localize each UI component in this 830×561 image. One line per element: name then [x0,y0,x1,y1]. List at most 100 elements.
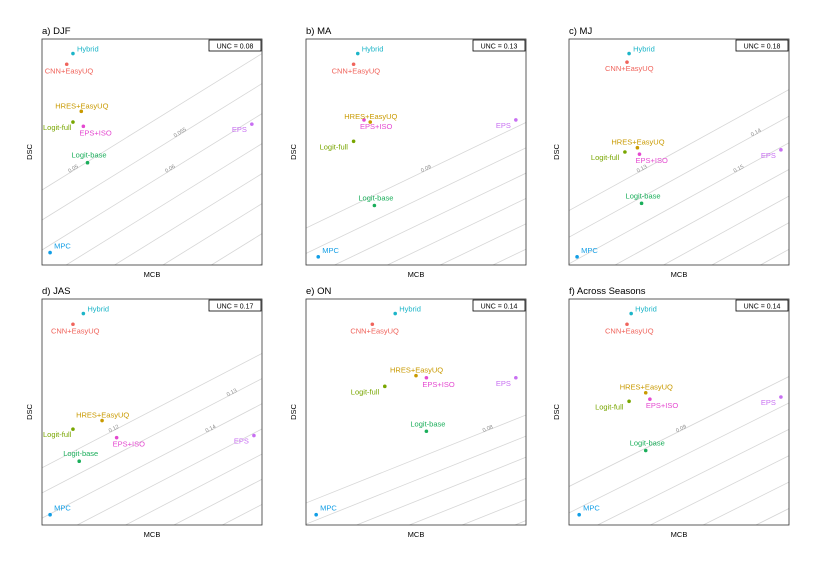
point-label-mpc: MPC [320,504,337,513]
contour-line [650,455,789,525]
point-eps-iso [114,435,119,440]
contour-line [42,378,262,494]
x-axis-label: MCB [408,530,425,539]
point-hres-easyuq [368,120,373,124]
point-logit-base [424,429,429,434]
y-axis-label: DSC [289,404,298,420]
contour-lines: 0.09 [569,299,830,525]
unc-badge: UNC = 0.17 [208,299,262,312]
point-label-mpc: MPC [581,246,598,255]
data-points: Hybrid CNN+EasyUQ HRES+EasyUQ Logit-full EPS… [43,45,254,255]
point-logit-base [639,201,644,206]
point-label-eps: EPS [496,121,511,130]
contour-line [114,173,262,265]
panel-title: d) JAS [42,286,71,297]
point-cnn-easyuq [625,322,629,327]
point-label-eps-iso: EPS+ISO [360,122,392,131]
unc-badge: UNC = 0.18 [735,39,789,52]
panel-5: 0.08 e) ON UNC = 0.14 MCB DSC Hybrid CNN+EasyU… [289,286,527,539]
point-label-logit-base: Logit-base [626,191,661,200]
contour-line [222,503,262,525]
point-hybrid [629,311,633,316]
contour-label: 0.09 [420,164,432,174]
point-label-eps: EPS [761,398,776,407]
point-hres-easyuq [643,390,648,395]
contour-line [440,223,526,265]
point-mpc [48,512,52,517]
point-logit-full [71,120,75,124]
contour-label: 0.08 [482,424,494,434]
panel-frame [305,298,527,526]
contour-lines: 0.05 0.055 0.06 [42,53,262,265]
point-label-logit-base: Logit-base [72,151,107,160]
point-eps-iso [81,124,86,129]
point-label-eps-iso: EPS+ISO [646,401,678,410]
x-axis-label: MCB [408,270,425,279]
panel-title: a) DJF [42,26,71,37]
point-label-logit-base: Logit-base [630,439,665,448]
point-mpc [314,512,318,517]
unc-box [208,299,262,312]
contour-label: 0.15 [733,164,745,174]
y-axis-label: DSC [552,404,561,420]
point-label-hybrid: Hybrid [399,305,421,314]
contour-line [65,143,262,265]
point-label-hybrid: Hybrid [635,305,657,314]
point-logit-base [643,448,648,453]
point-logit-full [623,150,627,154]
point-hybrid [355,51,360,56]
point-label-logit-full: Logit-full [595,402,624,411]
contour-lines: 0.08 [306,414,526,525]
contour-line [387,198,526,265]
contour-line [597,428,789,525]
point-label-cnn-easyuq: CNN+EasyUQ [605,326,654,335]
contour-line [173,478,262,525]
contour-line [42,53,262,191]
point-label-logit-base: Logit-base [63,449,98,458]
point-label-eps: EPS [496,379,511,388]
point-label-eps: EPS [761,151,776,160]
panel-3: 0.13 0.14 0.15 c) MJ UNC = 0.18 MCB DSC Hybrid C… [552,26,830,279]
point-label-cnn-easyuq: CNN+EasyUQ [605,64,654,73]
contour-line [306,147,526,254]
contour-line [42,83,262,221]
contour-line [211,233,262,265]
panel-frame [41,38,263,266]
panel-title: c) MJ [569,26,592,37]
point-label-mpc: MPC [54,504,71,513]
point-label-cnn-easyuq: CNN+EasyUQ [45,66,94,75]
point-hybrid [393,311,398,316]
unc-badge: UNC = 0.14 [472,299,526,312]
contour-line [306,435,526,525]
point-cnn-easyuq [351,62,356,67]
point-label-eps-iso: EPS+ISO [422,380,454,389]
panel-frame [305,38,527,266]
contour-lines: 0.12 0.13 0.14 [42,352,262,525]
point-eps [514,375,518,380]
point-label-eps-iso: EPS+ISO [113,440,145,449]
unc-label: UNC = 0.08 [217,44,254,51]
contour-line [492,248,526,265]
point-hres-easyuq [100,418,104,423]
contour-line [663,195,789,265]
unc-box [735,299,789,312]
panel-frame [41,298,263,526]
contour-lines: 0.13 0.14 0.15 [569,39,830,265]
point-label-eps-iso: EPS+ISO [635,156,667,165]
point-label-hres-easyuq: HRES+EasyUQ [76,411,129,420]
contour-line [306,121,526,229]
point-eps-iso [424,375,429,380]
y-axis-label: DSC [552,144,561,160]
contour-label: 0.055 [173,127,188,139]
unc-box [735,39,789,52]
contour-line [42,352,262,469]
contour-line [809,299,830,525]
x-axis-label: MCB [671,530,688,539]
contour-line [809,39,830,265]
contour-line [615,168,789,265]
panel-1: 0.05 0.055 0.06 a) DJF UNC = 0.08 MCB DSC Hybri… [25,26,263,279]
contour-label: 0.05 [67,164,79,175]
x-axis-label: MCB [144,270,161,279]
point-label-cnn-easyuq: CNN+EasyUQ [350,326,399,335]
point-eps [779,148,783,152]
